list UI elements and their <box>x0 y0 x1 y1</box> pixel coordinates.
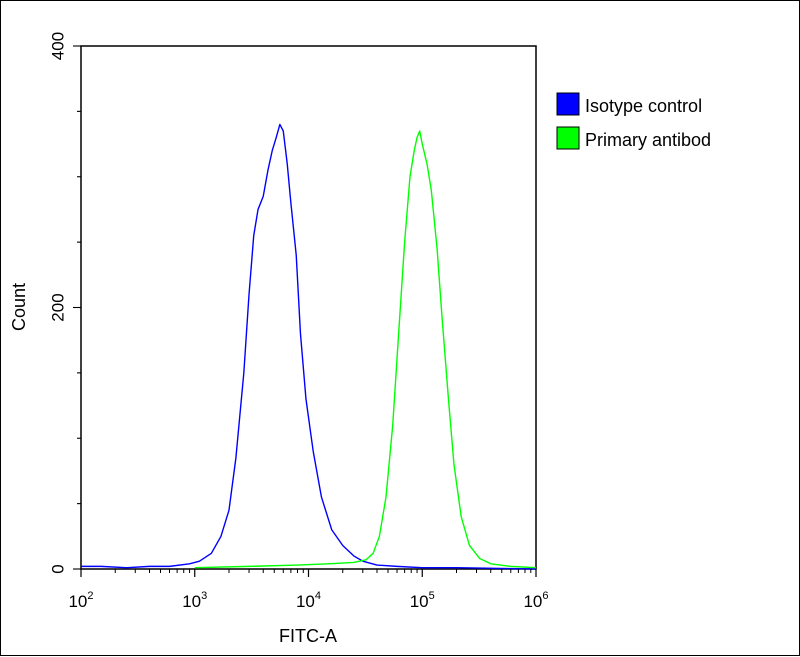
legend-swatch-isotype-control <box>556 92 580 116</box>
legend: Isotype control Primary antibod <box>556 92 711 150</box>
y-axis: 0 200 400 <box>48 32 81 574</box>
plot-border <box>80 45 537 570</box>
series-line-isotype-control <box>81 123 537 570</box>
x-axis-title: FITC-A <box>279 626 337 646</box>
legend-swatch-primary-antibody <box>556 126 580 150</box>
series-layer <box>81 123 537 570</box>
y-axis-title: Count <box>9 283 29 331</box>
legend-item-primary-antibody: Primary antibod <box>556 126 711 150</box>
plot-area: 102 103 104 105 106 0 200 400 <box>48 32 548 611</box>
y-tick-label: 400 <box>48 32 67 60</box>
x-tick-label: 103 <box>182 590 207 611</box>
x-axis: 102 103 104 105 106 <box>68 569 549 611</box>
legend-label-isotype-control: Isotype control <box>585 96 702 116</box>
legend-label-primary-antibody: Primary antibod <box>585 130 711 150</box>
x-tick-label: 106 <box>523 590 548 611</box>
series-line-primary-antibody <box>194 130 537 569</box>
legend-item-isotype-control: Isotype control <box>556 92 702 116</box>
y-tick-label: 0 <box>48 564 67 573</box>
x-tick-label: 102 <box>68 590 93 611</box>
x-tick-label: 105 <box>410 590 435 611</box>
x-tick-label: 104 <box>296 590 321 611</box>
y-tick-label: 200 <box>48 293 67 321</box>
